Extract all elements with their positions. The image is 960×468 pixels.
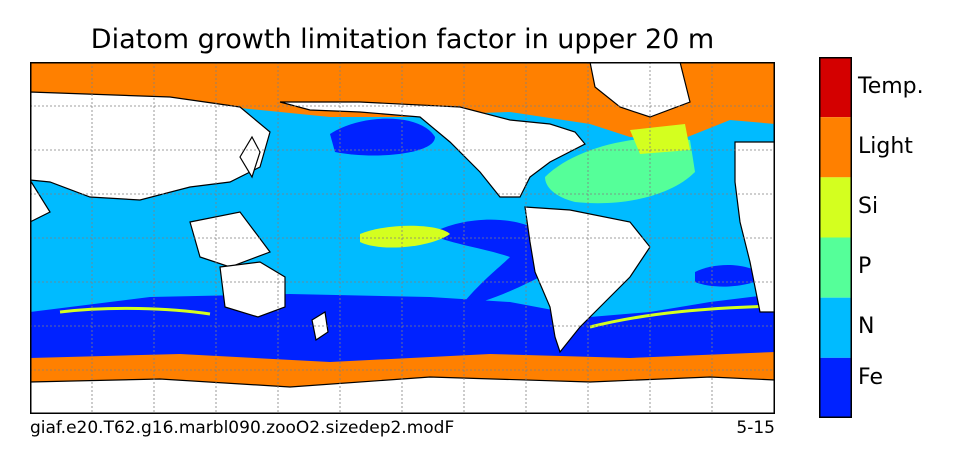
colorbar-segment-n bbox=[819, 297, 852, 358]
land-africa-east bbox=[734, 141, 775, 313]
colorbar-label-fe: Fe bbox=[858, 365, 883, 390]
colorbar-segment-si bbox=[819, 177, 852, 238]
run-caption: giaf.e20.T62.g16.marbl090.zooO2.sizedep2… bbox=[30, 418, 455, 438]
colorbar-segment-temp bbox=[819, 57, 852, 118]
land-africa-west bbox=[30, 178, 51, 223]
land-eurasia bbox=[30, 91, 271, 201]
colorbar-label-p: P bbox=[858, 254, 872, 279]
region-si-eq-pacific bbox=[360, 225, 450, 248]
colorbar-label-n: N bbox=[858, 314, 875, 339]
colorbar-label-temp: Temp. bbox=[858, 74, 924, 99]
region-p-north-atlantic bbox=[545, 137, 695, 204]
land-antarctica bbox=[30, 376, 775, 414]
colorbar-segment-light bbox=[819, 117, 852, 178]
limitation-map bbox=[30, 62, 775, 414]
region-si-north-atlantic bbox=[630, 124, 690, 154]
colorbar-label-light: Light bbox=[858, 134, 913, 159]
colorbar-segment-fe bbox=[819, 357, 852, 418]
region-fe-north-pacific bbox=[330, 118, 435, 156]
region-si-southern-strip bbox=[59, 306, 211, 316]
land-greenland bbox=[589, 62, 691, 118]
depth-caption: 5-15 bbox=[736, 418, 775, 438]
land-south-america bbox=[524, 206, 651, 354]
region-fe-eq-pacific bbox=[430, 219, 550, 307]
graticule bbox=[30, 62, 775, 414]
region-light-arctic bbox=[30, 62, 775, 140]
land-asia-islands bbox=[189, 211, 271, 268]
land-japan bbox=[239, 135, 261, 179]
colorbar-segment-p bbox=[819, 237, 852, 298]
colorbar-frame bbox=[819, 57, 852, 418]
colorbar bbox=[819, 57, 852, 418]
land-australia bbox=[219, 261, 286, 318]
map-frame bbox=[30, 62, 775, 414]
region-fe-south-atlantic bbox=[695, 265, 765, 287]
region-si-southern-strip-2 bbox=[589, 304, 775, 329]
land-north-america bbox=[279, 101, 586, 198]
map-title: Diatom growth limitation factor in upper… bbox=[90, 24, 715, 55]
colorbar-label-si: Si bbox=[858, 194, 879, 219]
